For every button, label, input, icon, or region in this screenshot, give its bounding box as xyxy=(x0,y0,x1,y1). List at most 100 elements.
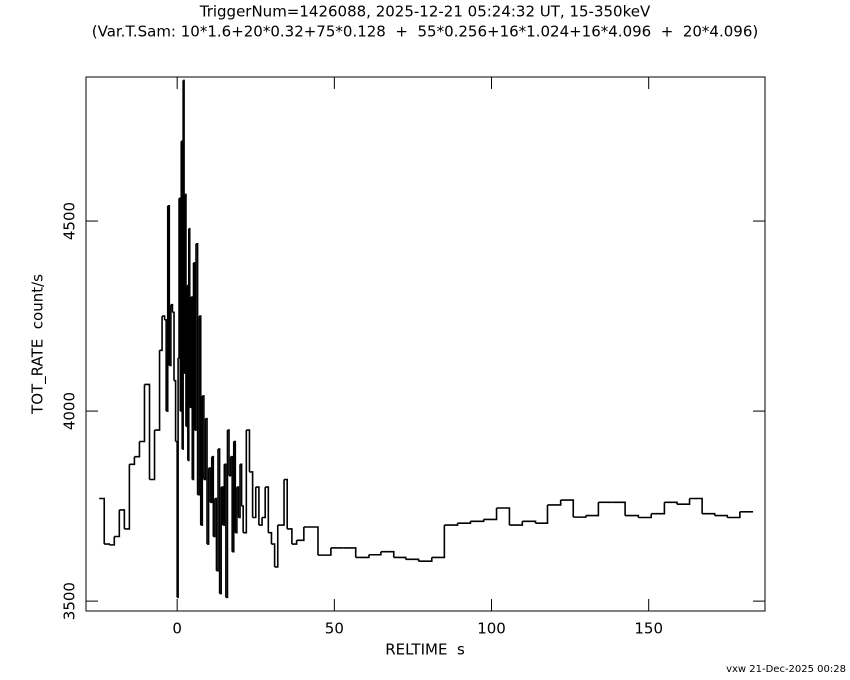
step-segment xyxy=(274,525,279,568)
step-segment xyxy=(170,303,174,313)
step-segment xyxy=(124,464,131,530)
step-segment xyxy=(303,526,319,556)
x-tick-label: 150 xyxy=(634,620,663,638)
step-segment xyxy=(230,455,233,552)
step-segment xyxy=(144,383,151,480)
step-segment xyxy=(291,540,298,545)
step-segment xyxy=(509,521,524,526)
step-segment xyxy=(535,504,549,525)
step-segment xyxy=(149,430,156,481)
step-segment xyxy=(418,557,433,563)
step-segment xyxy=(232,441,235,553)
step-segment xyxy=(317,547,332,556)
step-segment xyxy=(129,456,136,466)
step-segment xyxy=(676,498,691,505)
step-segment xyxy=(246,429,251,472)
step-segment xyxy=(271,543,276,567)
step-segment xyxy=(190,296,194,480)
step-segment xyxy=(162,315,166,320)
step-segment xyxy=(208,467,211,503)
step-segment xyxy=(185,285,188,428)
step-segment xyxy=(280,479,285,526)
step-segment xyxy=(227,429,230,476)
step-segment xyxy=(296,527,305,542)
step-segment xyxy=(224,463,227,598)
step-segment xyxy=(193,262,196,431)
step-segment xyxy=(114,509,121,538)
step-segment xyxy=(202,395,205,480)
step-segment xyxy=(196,243,199,495)
step-segment xyxy=(172,311,175,381)
step-segment xyxy=(651,502,666,515)
step-segment xyxy=(547,500,562,506)
step-segment xyxy=(457,521,472,525)
step-segment xyxy=(573,515,587,518)
step-segment xyxy=(284,478,288,529)
step-segment xyxy=(188,227,191,408)
step-segment xyxy=(197,316,200,496)
y-tick-label: 3500 xyxy=(61,582,79,620)
step-segment xyxy=(238,464,241,519)
step-segment xyxy=(229,456,232,477)
step-segment xyxy=(205,417,208,545)
step-segment xyxy=(216,449,219,572)
step-segment xyxy=(219,487,222,595)
step-segment xyxy=(211,455,215,537)
step-segment xyxy=(249,471,254,518)
step-segment xyxy=(221,486,224,526)
step-segment xyxy=(181,140,183,450)
step-segment xyxy=(522,520,537,524)
step-segment xyxy=(184,194,186,374)
step-segment xyxy=(177,357,179,599)
step-segment xyxy=(470,519,485,523)
step-segment xyxy=(203,418,207,481)
step-segment xyxy=(154,350,161,431)
step-segment xyxy=(185,193,187,427)
step-segment xyxy=(236,486,240,518)
step-segment xyxy=(638,513,653,519)
step-segment xyxy=(178,198,180,359)
step-segment xyxy=(240,463,243,507)
chart-title: TriggerNum=1426088, 2025-12-21 05:24:32 … xyxy=(199,3,651,21)
step-segment xyxy=(159,316,163,352)
step-segment xyxy=(496,507,511,526)
step-segment xyxy=(431,525,446,559)
step-segment xyxy=(179,197,182,412)
step-segment xyxy=(134,441,141,458)
step-segment xyxy=(182,80,184,450)
y-tick-label: 4500 xyxy=(61,202,79,240)
step-segment xyxy=(167,205,171,366)
step-segment xyxy=(560,499,575,518)
x-tick-label: 100 xyxy=(477,620,506,638)
step-segment xyxy=(405,558,420,562)
step-segment xyxy=(222,464,226,526)
plot-frame xyxy=(85,76,766,612)
step-segment xyxy=(483,508,498,521)
footer: vxw 21-Dec-2025 00:28 xyxy=(726,664,846,675)
step-segment xyxy=(252,487,257,519)
step-segment xyxy=(207,468,210,545)
step-segment xyxy=(343,547,357,558)
step-segment xyxy=(243,430,248,534)
step-segment xyxy=(214,497,218,571)
step-segment xyxy=(164,319,167,412)
step-segment xyxy=(355,554,370,559)
step-segment xyxy=(139,384,146,443)
step-segment xyxy=(187,228,190,462)
step-segment xyxy=(109,536,116,546)
x-tick-label: 0 xyxy=(172,620,182,638)
y-axis-label: TOT_RATE count/s xyxy=(29,274,48,415)
step-segment xyxy=(255,486,260,526)
step-segment xyxy=(174,379,177,442)
step-segment xyxy=(287,528,293,545)
step-segment xyxy=(258,517,263,526)
step-segment xyxy=(104,543,111,545)
step-segment xyxy=(585,502,600,517)
step-segment xyxy=(262,487,266,519)
step-segment xyxy=(180,141,183,412)
step-segment xyxy=(625,514,640,518)
step-segment xyxy=(99,497,106,545)
step-segment xyxy=(241,505,244,533)
